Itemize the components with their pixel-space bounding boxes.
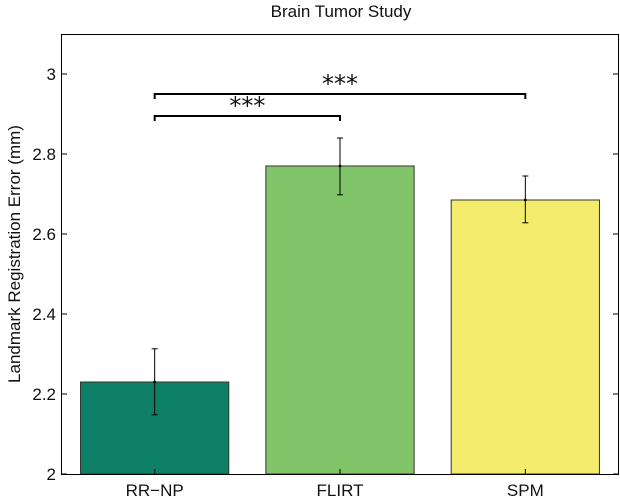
significance-bracket-1 bbox=[153, 93, 527, 99]
plot-frame bbox=[61, 34, 619, 475]
mean-dot-0 bbox=[153, 380, 157, 384]
y-axis-label: Landmark Registration Error (mm) bbox=[5, 125, 24, 383]
y-tick-label-5: 3 bbox=[47, 65, 56, 84]
y-tick-label-4: 2.8 bbox=[32, 145, 56, 164]
error-bars-layer bbox=[151, 137, 529, 416]
bars-layer bbox=[80, 165, 600, 475]
mean-dot-1 bbox=[338, 164, 342, 168]
mean-dot-2 bbox=[523, 198, 527, 202]
y-tick-label-2: 2.4 bbox=[32, 305, 56, 324]
chart-title: Brain Tumor Study bbox=[271, 2, 412, 21]
significance-layer: *** *** bbox=[153, 70, 527, 121]
y-tick-label-3: 2.6 bbox=[32, 225, 56, 244]
y-tick-label-0: 2 bbox=[47, 465, 56, 484]
x-ticks-layer: RR−NP FLIRT SPM bbox=[126, 469, 544, 499]
x-tick-label-2: SPM bbox=[507, 481, 544, 499]
significance-bracket-0 bbox=[153, 115, 341, 121]
x-tick-label-0: RR−NP bbox=[126, 481, 184, 499]
x-tick-label-1: FLIRT bbox=[317, 481, 364, 499]
bar-2 bbox=[450, 199, 600, 475]
bar-1 bbox=[265, 165, 415, 475]
significance-stars-0: *** bbox=[229, 92, 265, 120]
y-tick-label-1: 2.2 bbox=[32, 385, 56, 404]
y-ticks-layer: 2 2.2 2.4 2.6 2.8 3 bbox=[32, 65, 618, 484]
significance-stars-1: *** bbox=[322, 70, 358, 98]
